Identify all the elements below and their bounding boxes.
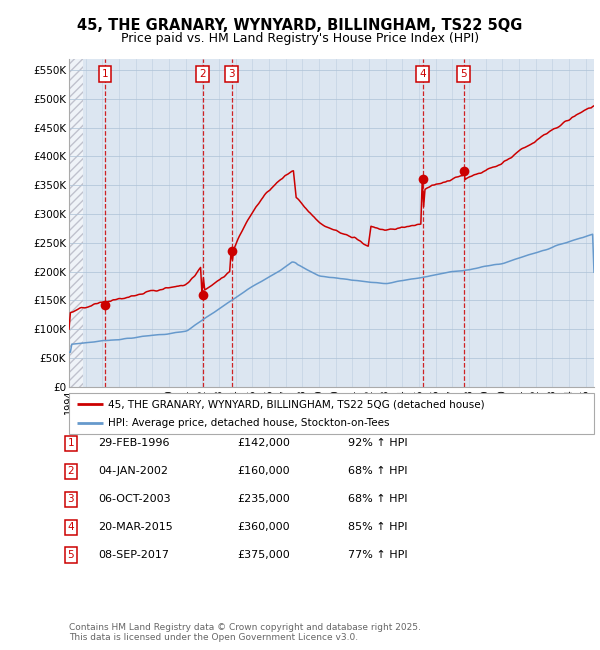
Text: 3: 3: [67, 494, 74, 504]
Text: 08-SEP-2017: 08-SEP-2017: [98, 550, 169, 560]
Text: 68% ↑ HPI: 68% ↑ HPI: [348, 466, 407, 476]
Text: £360,000: £360,000: [237, 522, 290, 532]
Text: 92% ↑ HPI: 92% ↑ HPI: [348, 438, 407, 448]
Text: 3: 3: [229, 69, 235, 79]
Text: 20-MAR-2015: 20-MAR-2015: [98, 522, 173, 532]
Text: £142,000: £142,000: [237, 438, 290, 448]
Text: £235,000: £235,000: [237, 494, 290, 504]
Text: 2: 2: [199, 69, 206, 79]
Text: 2: 2: [67, 466, 74, 476]
Text: HPI: Average price, detached house, Stockton-on-Tees: HPI: Average price, detached house, Stoc…: [109, 418, 390, 428]
Text: 45, THE GRANARY, WYNYARD, BILLINGHAM, TS22 5QG: 45, THE GRANARY, WYNYARD, BILLINGHAM, TS…: [77, 18, 523, 32]
Text: 4: 4: [419, 69, 426, 79]
Text: 29-FEB-1996: 29-FEB-1996: [98, 438, 169, 448]
Text: Price paid vs. HM Land Registry's House Price Index (HPI): Price paid vs. HM Land Registry's House …: [121, 32, 479, 45]
Text: £160,000: £160,000: [237, 466, 290, 476]
Text: 5: 5: [460, 69, 467, 79]
Text: 06-OCT-2003: 06-OCT-2003: [98, 494, 170, 504]
Text: 4: 4: [67, 522, 74, 532]
Text: 68% ↑ HPI: 68% ↑ HPI: [348, 494, 407, 504]
Text: 45, THE GRANARY, WYNYARD, BILLINGHAM, TS22 5QG (detached house): 45, THE GRANARY, WYNYARD, BILLINGHAM, TS…: [109, 399, 485, 409]
Text: 5: 5: [67, 550, 74, 560]
Text: 1: 1: [67, 438, 74, 448]
Text: 77% ↑ HPI: 77% ↑ HPI: [348, 550, 407, 560]
Text: £375,000: £375,000: [237, 550, 290, 560]
Text: Contains HM Land Registry data © Crown copyright and database right 2025.
This d: Contains HM Land Registry data © Crown c…: [69, 623, 421, 642]
Text: 1: 1: [101, 69, 109, 79]
Text: 04-JAN-2002: 04-JAN-2002: [98, 466, 168, 476]
Text: 85% ↑ HPI: 85% ↑ HPI: [348, 522, 407, 532]
